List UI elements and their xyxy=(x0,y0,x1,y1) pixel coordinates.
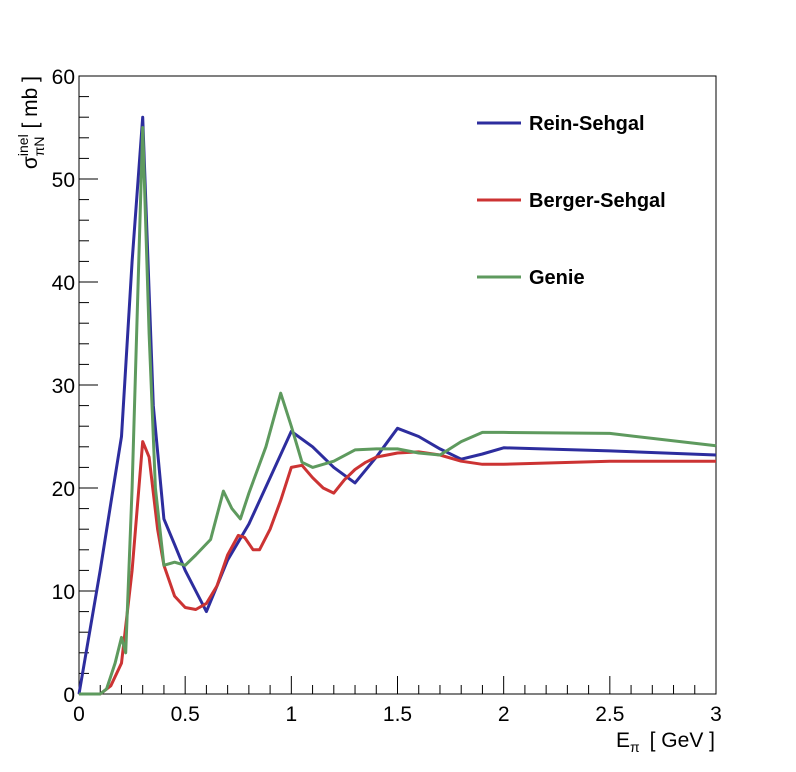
legend-label-rein-sehgal: Rein-Sehgal xyxy=(529,113,645,135)
x-axis-title-sub: π xyxy=(630,739,640,755)
x-axis-title-unit: [ GeV ] xyxy=(650,729,715,752)
y-axis-title-sub: πN xyxy=(31,137,47,157)
x-tick-label: 0.5 xyxy=(171,703,200,726)
x-tick-label: 1.5 xyxy=(383,703,412,726)
y-tick-label: 0 xyxy=(63,684,75,707)
legend-label-berger-sehgal: Berger-Sehgal xyxy=(529,190,666,212)
x-axis-title-main: E xyxy=(616,729,630,752)
x-axis-title: Eπ [ GeV ] xyxy=(616,729,715,755)
series-line-genie xyxy=(79,126,717,696)
y-tick-label: 60 xyxy=(52,66,75,89)
series-lines xyxy=(77,115,717,696)
y-tick-label: 40 xyxy=(52,272,75,295)
legend-label-genie: Genie xyxy=(529,267,585,289)
x-tick-label: 3 xyxy=(710,703,722,726)
series-line-rein-sehgal xyxy=(77,115,717,695)
y-axis-title: σinelπN [ mb ] xyxy=(15,76,47,169)
y-axis-title-unit: [ mb ] xyxy=(19,76,42,129)
y-tick-label: 20 xyxy=(52,478,75,501)
axis-ticks xyxy=(78,75,717,695)
y-axis-title-main: σ xyxy=(19,156,42,169)
y-tick-label: 50 xyxy=(52,169,75,192)
x-tick-label: 1 xyxy=(285,703,297,726)
legend: Rein-Sehgal Berger-Sehgal Genie xyxy=(477,113,666,289)
y-tick-label: 10 xyxy=(52,581,75,604)
x-tick-label: 2.5 xyxy=(595,703,624,726)
x-tick-label: 0 xyxy=(73,703,85,726)
y-axis-title-sup: inel xyxy=(15,134,31,156)
x-tick-label: 2 xyxy=(498,703,510,726)
y-tick-label: 30 xyxy=(52,375,75,398)
